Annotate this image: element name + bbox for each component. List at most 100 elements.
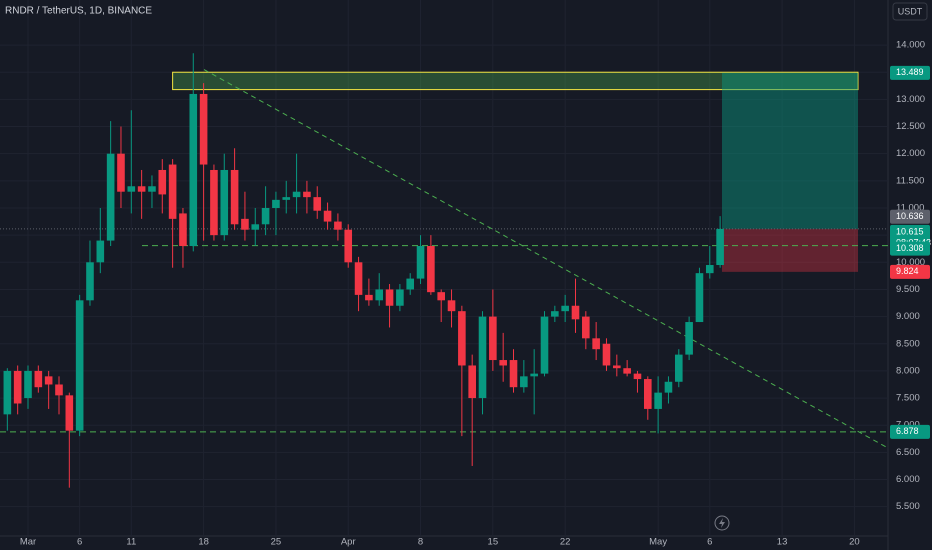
candle-body [354,262,363,295]
candle-body [716,228,724,266]
candle-body [44,376,53,385]
x-tick-label: 18 [198,537,209,548]
candle-body [282,197,291,200]
candle-body [313,197,322,211]
y-tick-label: 9.500 [896,284,920,295]
candle-body [179,213,187,247]
price-tag-label: 13.489 [896,67,924,77]
price-tag-label: 10.636 [896,211,924,221]
resistance-zone [172,71,859,91]
candle-body [13,370,22,404]
candle-body [241,218,249,230]
candle-body [75,300,84,431]
candle-body [705,265,714,274]
y-tick-label: 5.500 [896,501,920,512]
currency-button[interactable] [892,2,928,21]
replay-icon-bolt [719,518,725,528]
y-tick-label: 14.000 [896,40,925,51]
x-tick-label: Mar [20,537,36,548]
candle-body [220,169,229,236]
candle-body [654,392,662,409]
candle-body [86,262,94,301]
target-zone [722,72,858,229]
candle-body [551,311,559,317]
candle-body [489,316,497,361]
candle-body [644,379,652,409]
axes: 5.5006.0006.5007.0007.5008.0008.5009.000… [20,40,931,548]
y-tick-label: 7.500 [896,393,920,404]
candle-body [623,368,631,374]
candle-body [540,316,549,374]
candle-body [55,384,63,396]
y-tick-label: 10.000 [896,257,925,268]
y-tick-label: 12.000 [896,148,925,159]
candle-body [385,289,394,306]
drawings [0,69,889,449]
stop-zone [722,228,858,272]
candle-body [613,365,621,369]
candle-body [24,370,32,399]
x-tick-label: 15 [488,537,499,548]
candle-body [65,395,74,431]
candle-body [168,164,177,219]
candle-body [106,153,115,241]
candle-body [592,338,600,350]
price-tag [890,65,930,80]
x-tick-label: 20 [849,537,860,548]
currency-label[interactable]: USDT [898,6,923,16]
x-tick-label: May [649,537,667,548]
x-tick-label: 6 [707,537,712,548]
candle-body [251,224,260,230]
candle-body [695,273,704,323]
candle-body [189,93,198,247]
x-tick-label: 6 [77,537,82,548]
y-tick-label: 8.000 [896,365,920,376]
candle-body [406,278,415,290]
y-tick-label: 12.500 [896,121,925,132]
candle-body [96,240,105,263]
y-tick-label: 11.000 [896,203,924,214]
candle-body [396,289,404,306]
candle-body [303,191,311,198]
candle-body [478,316,487,399]
candle-body [210,169,218,236]
candles [3,53,724,488]
x-tick-label: Apr [341,537,356,548]
candle-body [602,343,611,366]
candle-body [530,373,538,377]
y-tick-label: 8.500 [896,338,920,349]
candle-body [148,186,156,192]
y-tick-label: 6.500 [896,447,920,458]
candle-body [272,199,280,208]
candle-body [499,360,507,366]
candle-body [261,207,270,225]
x-tick-label: 8 [418,537,423,548]
candle-body [334,221,342,230]
candle-body [127,186,136,192]
candle-body [323,210,332,222]
y-tick-label: 9.000 [896,311,920,322]
candle-body [520,376,528,388]
candle-body [509,360,518,388]
candle-body [664,381,673,393]
candle-body [571,305,580,320]
price-tag [890,424,930,439]
candle-body [34,370,43,388]
candle-body [199,93,208,165]
candle-body [3,370,12,415]
replay-icon[interactable] [714,515,730,531]
candle-body [416,246,425,279]
candle-body [582,316,590,339]
candle-body [427,246,435,293]
candle-body [447,300,456,312]
x-tick-label: 25 [271,537,282,548]
candle-body [158,169,167,195]
candle-body [674,354,683,382]
candle-body [365,294,373,301]
price-tag-label: 9.824 [896,266,919,276]
x-tick-label: 11 [126,537,136,548]
price-tag [890,264,930,279]
candle-body [292,191,301,198]
y-tick-label: 11.500 [896,175,924,186]
